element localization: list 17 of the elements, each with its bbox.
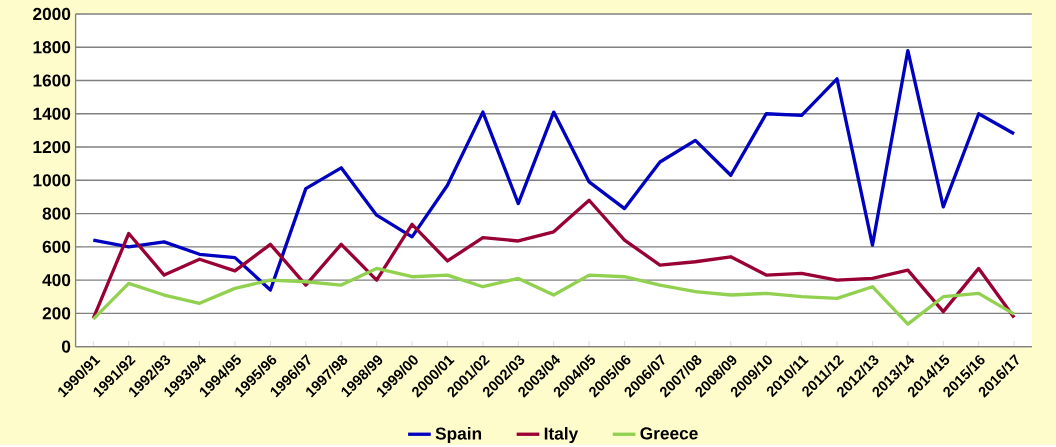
y-tick-label: 1400 [33, 107, 71, 120]
y-tick-label: 1800 [33, 41, 71, 54]
line-series [91, 266, 1016, 326]
y-tick-label: 2000 [33, 7, 71, 21]
y-tick-label: 1200 [33, 141, 71, 154]
line-series [91, 198, 1016, 321]
y-tick-label: 0 [61, 340, 71, 353]
y-tick-label: 800 [42, 207, 71, 220]
y-tick-label: 600 [42, 240, 71, 254]
y-tick-label: 400 [42, 274, 71, 287]
y-tick-label: 1000 [33, 174, 71, 187]
line-series [91, 49, 1016, 292]
legend-label: Italy [544, 427, 579, 444]
y-tick-label: 1600 [33, 74, 71, 87]
legend-label: Spain [435, 427, 482, 444]
legend-label: Greece [640, 427, 698, 440]
y-tick-label: 200 [42, 307, 71, 320]
